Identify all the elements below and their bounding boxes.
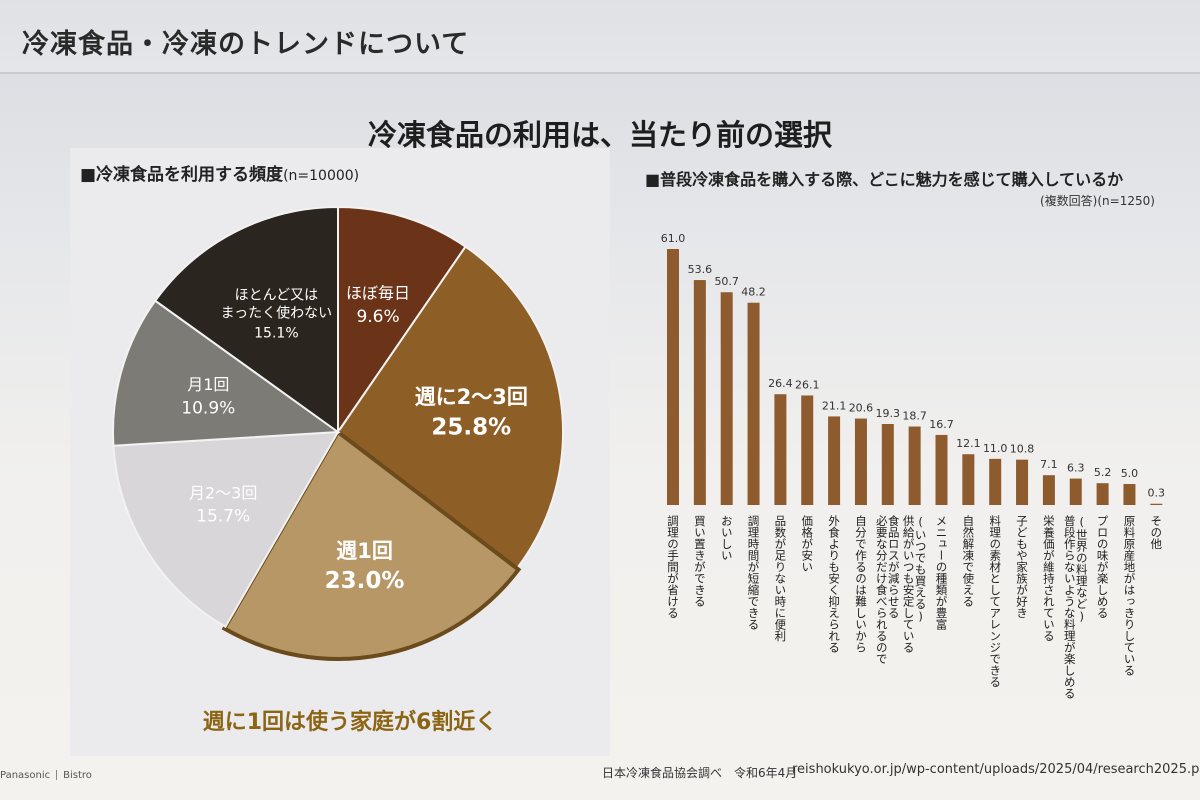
- bar-category-label-8-line-1: 食品ロスが減らせる: [887, 514, 901, 618]
- bar-14: [1042, 475, 1055, 505]
- pie-value-1: 25.8%: [431, 415, 511, 441]
- pie-label-4: 月1回: [187, 375, 229, 394]
- pie-label-0: ほぼ毎日: [346, 283, 410, 302]
- bar-0: [667, 249, 679, 505]
- bar-category-label-0: 調理の手間が省ける: [666, 514, 680, 618]
- bar-3: [747, 302, 760, 505]
- bar-value-label-14: 7.1: [1040, 458, 1058, 471]
- bar-sample-size: (複数回答)(n=1250): [1040, 194, 1155, 208]
- bar-category-label-4: 品数が足りない時に便利: [773, 515, 787, 642]
- bar-value-label-10: 16.7: [929, 418, 954, 431]
- bar-7: [854, 418, 867, 505]
- pie-slice-4: [112, 299, 341, 447]
- bar-category-label-13: 子どもや家族が好き: [1015, 515, 1029, 619]
- bar-15: [1069, 478, 1082, 505]
- bar-12: [989, 458, 1002, 505]
- bar-value-label-7: 20.6: [849, 402, 874, 415]
- bar-value-label-17: 5.0: [1121, 467, 1139, 480]
- bar-category-label-14: 栄養価が維持されている: [1042, 514, 1056, 641]
- bar-value-label-16: 5.2: [1094, 466, 1112, 479]
- bar-category-label-12: 料理の素材としてアレンジできる: [988, 514, 1002, 687]
- pie-chart-title: ■冷凍食品を利用する頻度(n=10000): [80, 160, 359, 185]
- brand-bistro: Bistro: [63, 770, 92, 781]
- bar-chart-title: ■普段冷凍食品を購入する際、どこに魅力を感じて購入しているか: [645, 170, 1124, 189]
- bar-category-label-16: プロの味が楽しめる: [1096, 515, 1110, 619]
- bar-category-label-8-line-0: 必要な分だけ食べられるので: [875, 515, 889, 665]
- bar-category-label-18: その他: [1149, 515, 1163, 550]
- bar-value-label-0: 61.0: [661, 232, 686, 245]
- bar-11: [962, 454, 975, 505]
- bar-category-label-9-line-1: (いつでも買える): [914, 515, 928, 624]
- bar-9: [908, 426, 921, 505]
- bar-category-label-5: 価格が安い: [800, 515, 814, 573]
- bar-category-label-2: おいしい: [720, 515, 734, 561]
- pie-label-5-line-1: まったく使わない: [221, 304, 332, 321]
- bar-13: [1016, 459, 1029, 505]
- bar-value-label-15: 6.3: [1067, 462, 1085, 475]
- bar-category-label-15-line-0: 普段作らないような料理が楽しめる: [1063, 514, 1077, 699]
- bar-value-label-12: 11.0: [983, 442, 1008, 455]
- pie-sample-size: (n=10000): [283, 168, 360, 184]
- pie-value-2: 23.0%: [325, 568, 405, 594]
- bar-5: [801, 395, 814, 505]
- pie-caption: 週に1回は使う家庭が6割近く: [202, 710, 498, 735]
- bar-value-label-1: 53.6: [688, 263, 713, 276]
- footer-source: 日本冷凍食品協会調べ 令和6年4月: [602, 766, 798, 780]
- bar-8: [881, 424, 894, 505]
- bar-4: [774, 394, 787, 505]
- pie-slice-0: [337, 205, 467, 436]
- bar-category-label-9-line-0: 供給がいつも安定している: [902, 514, 916, 653]
- footer-url: reishokukyo.or.jp/wp-content/uploads/202…: [792, 762, 1200, 777]
- slide-headline: 冷凍食品の利用は、当たり前の選択: [367, 118, 832, 152]
- pie-value-4: 10.9%: [181, 398, 235, 418]
- bar-category-label-1: 買い置きができる: [693, 515, 707, 607]
- title-bar: [0, 0, 1200, 74]
- bar-category-label-11: 自然解凍で使える: [961, 515, 975, 607]
- pie-label-1: 週に2～3回: [415, 385, 528, 409]
- pie-label-2: 週1回: [336, 539, 393, 563]
- bar-value-label-6: 21.1: [822, 399, 847, 412]
- bar-value-label-9: 18.7: [902, 410, 927, 423]
- pie-title-text: ■冷凍食品を利用する頻度: [80, 165, 284, 185]
- bar-10: [935, 434, 948, 505]
- bar-value-label-5: 26.1: [795, 378, 820, 391]
- bar-value-label-3: 48.2: [741, 286, 766, 299]
- bar-category-label-3: 調理時間が短縮できる: [747, 514, 761, 630]
- pie-label-5-line-0: ほとんど又は: [235, 287, 319, 303]
- pie-slice-1: [336, 245, 564, 570]
- bar-category-label-15-line-1: (世界の料理など): [1075, 515, 1089, 624]
- footer-brand: Panasonic Bistro: [0, 770, 92, 781]
- brand-panasonic: Panasonic: [0, 770, 51, 781]
- bar-category-label-17: 原料原産地がはっきりしている: [1122, 515, 1136, 676]
- brand-separator: [56, 770, 58, 780]
- section-title: 冷凍食品・冷凍のトレンドについて: [22, 29, 470, 60]
- bar-value-label-2: 50.7: [714, 275, 739, 288]
- bar-value-label-4: 26.4: [768, 377, 793, 390]
- bar-category-label-10: メニューの種類が豊富: [935, 515, 949, 631]
- pie-slice-2: [221, 429, 522, 661]
- bar-6: [828, 416, 841, 505]
- pie-value-5: 15.1%: [254, 326, 298, 342]
- bar-value-label-18: 0.3: [1148, 487, 1166, 500]
- bar-17: [1123, 484, 1136, 505]
- bar-category-label-6: 外食よりも安く抑えられる: [827, 515, 841, 653]
- pie-value-0: 9.6%: [356, 307, 399, 327]
- bar-value-label-8: 19.3: [876, 407, 901, 420]
- pie-slice-5: [153, 205, 339, 434]
- bar-18: [1150, 503, 1163, 505]
- pie-slice-3: [112, 430, 340, 629]
- bar-category-label-7: 自分で作るのは難しいから: [854, 515, 868, 653]
- pie-label-3: 月2～3回: [189, 483, 257, 502]
- bar-1: [693, 280, 706, 505]
- bar-16: [1096, 483, 1109, 505]
- pie-value-3: 15.7%: [196, 507, 250, 527]
- bar-value-label-11: 12.1: [956, 437, 981, 450]
- bar-value-label-13: 10.8: [1010, 443, 1035, 456]
- bar-2: [720, 292, 733, 505]
